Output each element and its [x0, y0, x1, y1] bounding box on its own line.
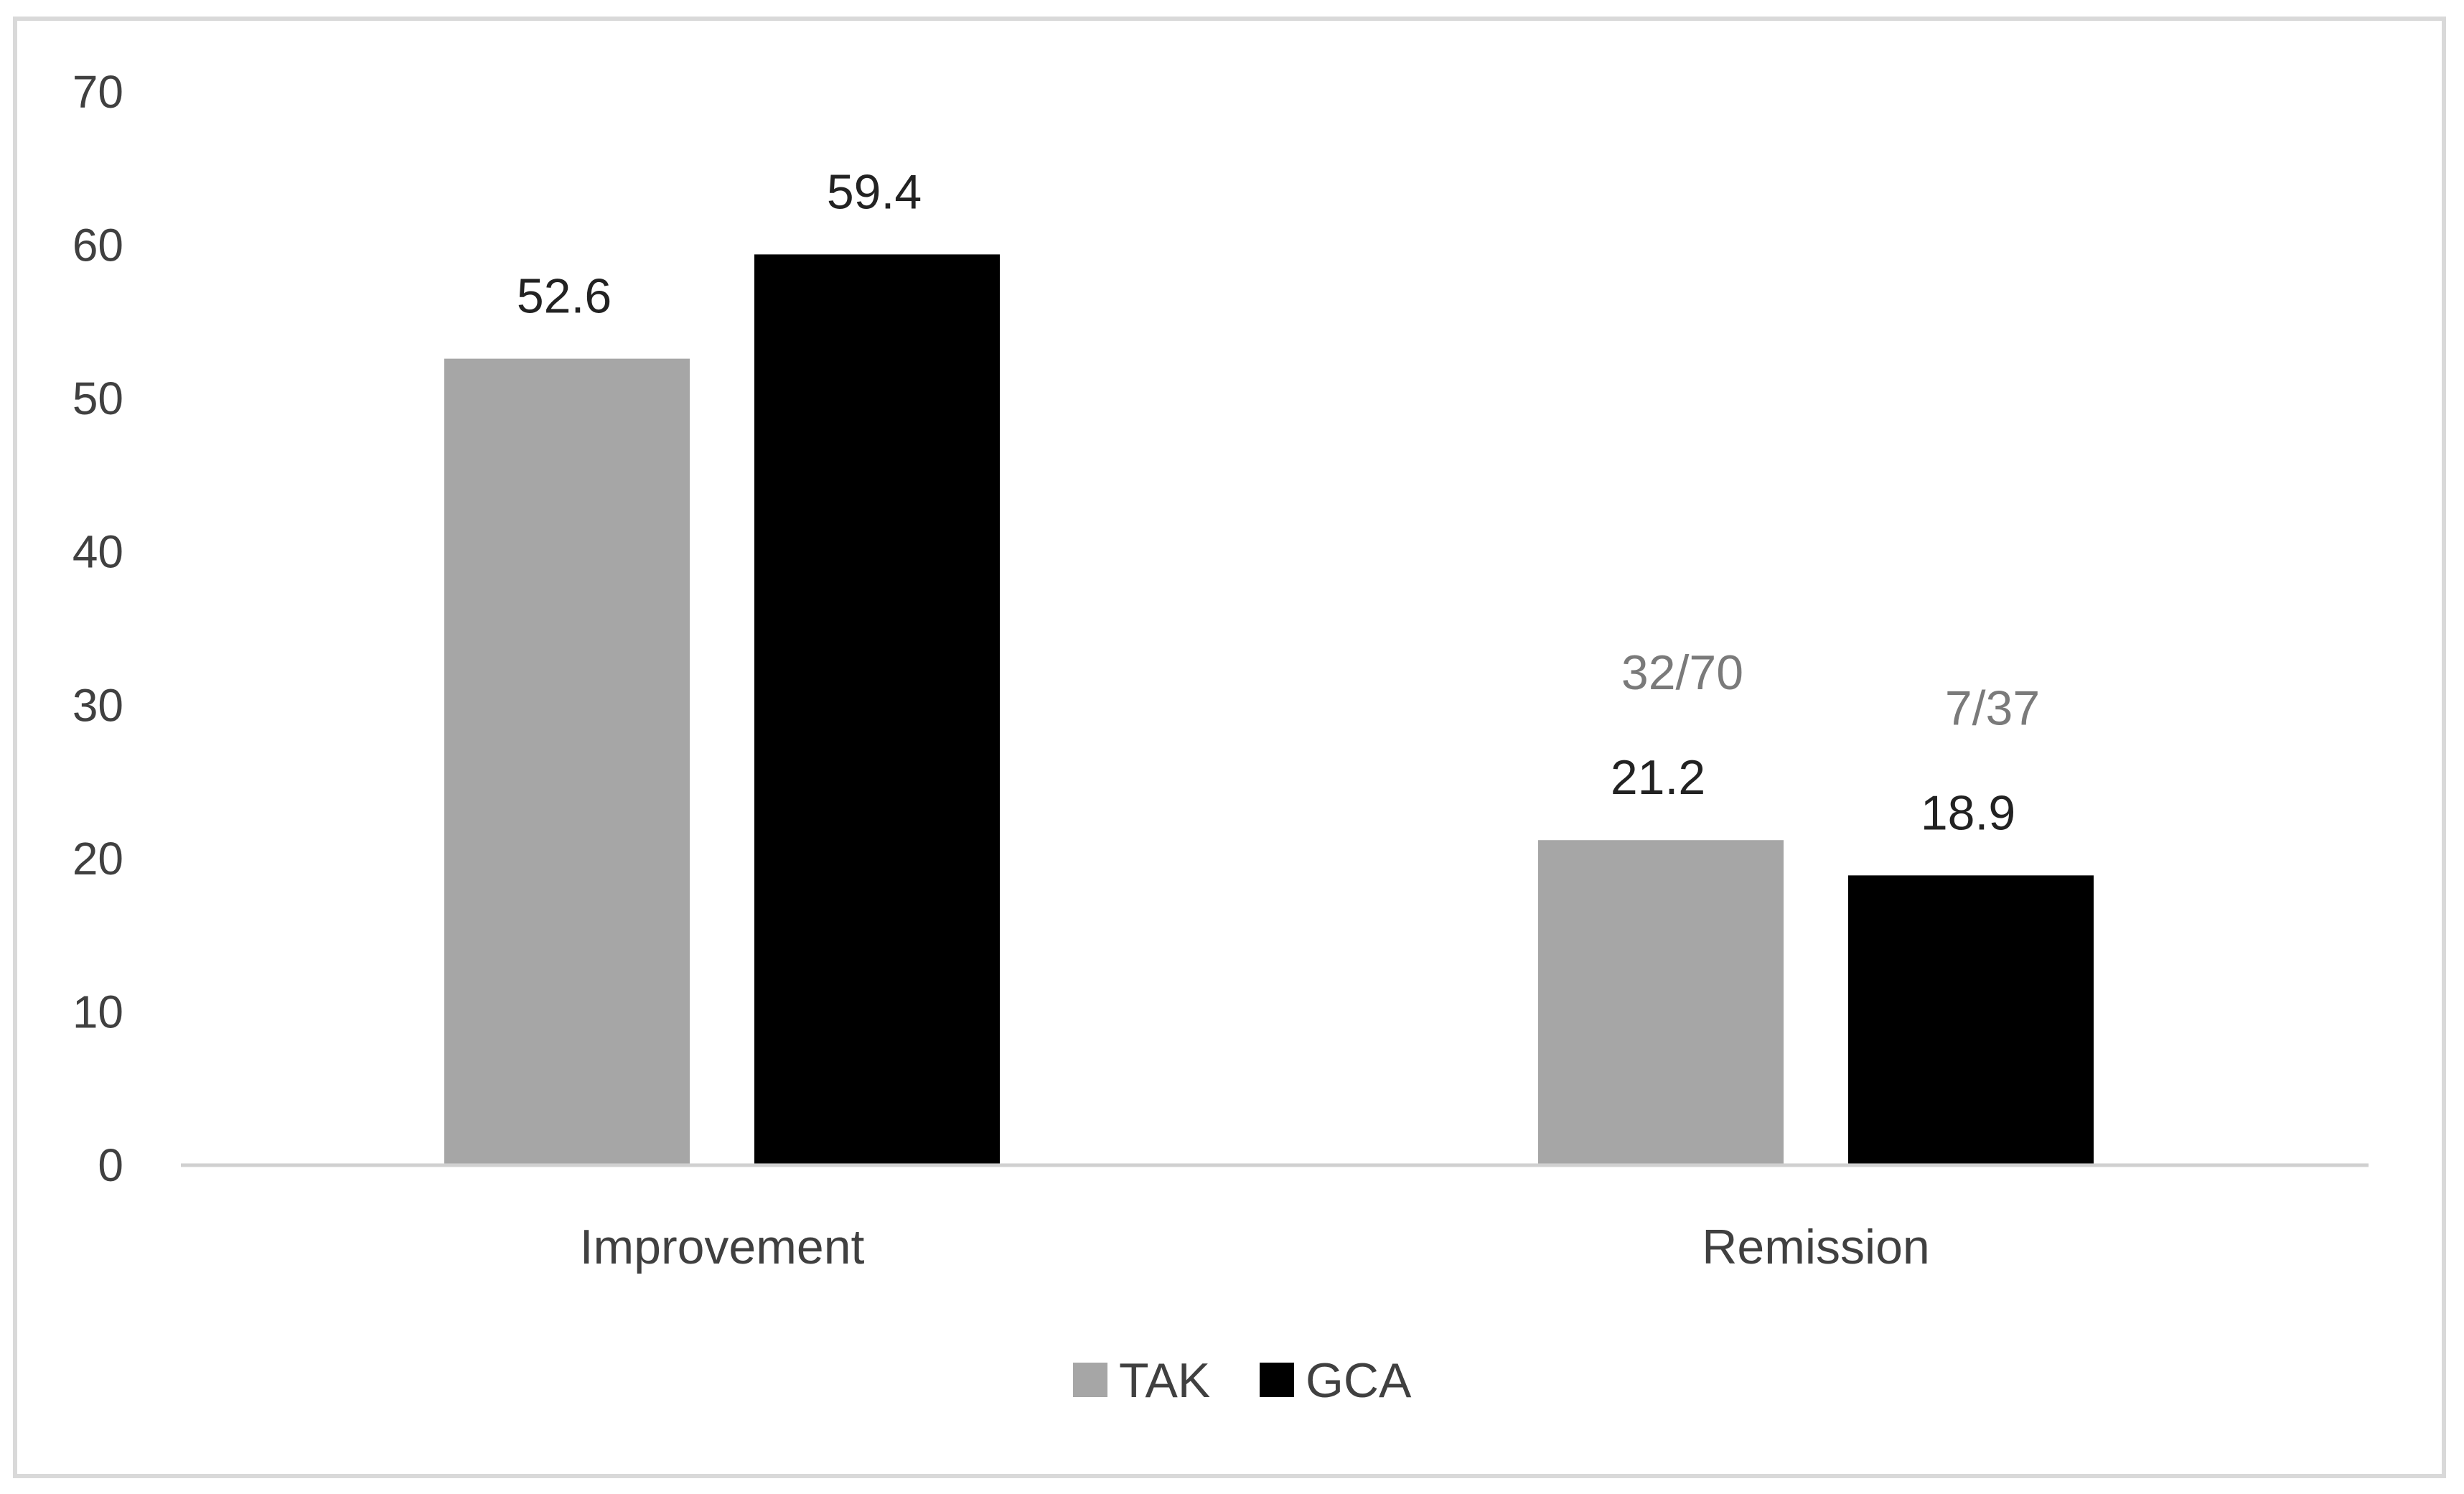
annotations: 32/70 7/37 — [1621, 645, 2040, 735]
data-label: 21.2 — [1611, 750, 1705, 805]
bar-gca-remission — [1848, 875, 2094, 1165]
bar-tak-improvement — [444, 358, 690, 1166]
y-tick-label: 20 — [72, 833, 123, 884]
annotation-label: 32/70 — [1621, 645, 1743, 700]
data-label: 18.9 — [1921, 785, 2015, 840]
y-tick-label: 70 — [72, 66, 123, 118]
y-tick-label: 10 — [72, 986, 123, 1037]
chart-border — [13, 17, 2446, 1478]
legend-swatch-gca — [1260, 1363, 1294, 1397]
bars — [444, 254, 2094, 1166]
data-labels: 52.6 59.4 21.2 18.9 — [517, 164, 2015, 840]
legend-label-tak: TAK — [1119, 1353, 1210, 1408]
y-tick-label: 30 — [72, 679, 123, 731]
category-labels: Improvement Remission — [580, 1220, 1930, 1274]
bar-tak-remission — [1538, 840, 1784, 1165]
legend-label-gca: GCA — [1306, 1353, 1412, 1408]
y-tick-label: 0 — [98, 1139, 123, 1191]
legend-swatch-tak — [1073, 1363, 1107, 1397]
y-axis-ticks: 0 10 20 30 40 50 60 70 — [72, 66, 123, 1191]
y-tick-label: 50 — [72, 373, 123, 424]
annotation-label: 7/37 — [1945, 681, 2040, 735]
bar-gca-improvement — [754, 254, 1000, 1165]
legend: TAK GCA — [1073, 1353, 1412, 1408]
data-label: 52.6 — [517, 269, 612, 324]
y-tick-label: 60 — [72, 220, 123, 271]
y-tick-label: 40 — [72, 526, 123, 578]
category-label: Improvement — [580, 1220, 865, 1274]
category-label: Remission — [1702, 1220, 1929, 1274]
data-label: 59.4 — [827, 164, 922, 219]
